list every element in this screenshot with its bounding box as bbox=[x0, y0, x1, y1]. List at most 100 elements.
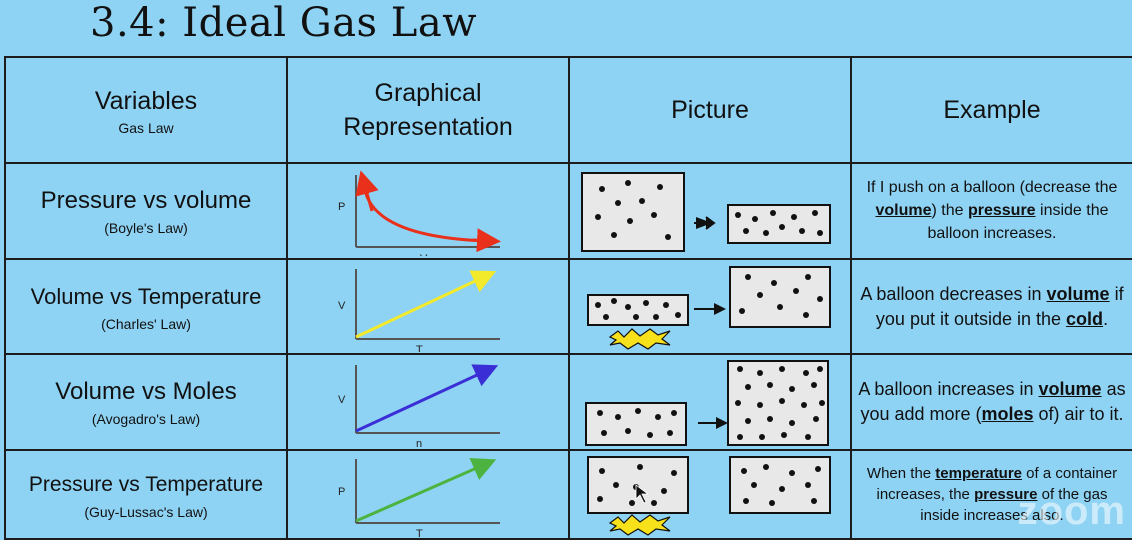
gay-lussac-picture bbox=[587, 455, 831, 536]
table-row-gay-lussac: Pressure vs Temperature (Guy-Lussac's La… bbox=[4, 449, 1132, 540]
variables-cell: Volume vs Moles (Avogadro's Law) bbox=[4, 353, 288, 452]
header-variables-sub: Gas Law bbox=[118, 119, 174, 136]
container-large bbox=[581, 172, 685, 253]
particles-many bbox=[735, 365, 825, 440]
example-text: When the temperature of a container incr… bbox=[853, 463, 1131, 526]
picture-cell bbox=[568, 449, 852, 540]
y-axis-label: V bbox=[338, 394, 346, 406]
example-part: A balloon decreases in bbox=[860, 283, 1047, 304]
example-part: of) air to it. bbox=[1033, 404, 1124, 425]
example-keyword: volume bbox=[1046, 283, 1110, 304]
example-part: If I push on a balloon (decrease the bbox=[866, 179, 1118, 197]
law-name: (Charles' Law) bbox=[101, 315, 191, 332]
example-cell: A balloon increases in volume as you add… bbox=[850, 353, 1132, 452]
avogadro-picture bbox=[585, 359, 829, 446]
law-name: (Boyle's Law) bbox=[104, 219, 188, 236]
example-text: If I push on a balloon (decrease the vol… bbox=[853, 176, 1131, 245]
variables-cell: Pressure vs volume (Boyle's Law) bbox=[4, 161, 288, 260]
x-axis-label: T bbox=[416, 344, 423, 352]
header-picture: Picture bbox=[568, 56, 852, 164]
arrow-head bbox=[716, 416, 728, 429]
avogadro-graph: V n bbox=[338, 364, 500, 448]
particles-few bbox=[597, 407, 677, 438]
particles-after bbox=[741, 463, 821, 506]
table-row-charles: Volume vs Temperature (Charles' Law) V T bbox=[4, 257, 1132, 356]
example-keyword: cold bbox=[1066, 308, 1104, 329]
flame-icon bbox=[608, 513, 671, 536]
container-warm bbox=[729, 266, 831, 329]
example-part: When the bbox=[866, 465, 936, 483]
header-example-label: Example bbox=[943, 95, 1041, 124]
example-text: A balloon decreases in volume if you put… bbox=[853, 282, 1131, 332]
example-part: of a container increases, the bbox=[876, 465, 1118, 504]
header-row: Variables Gas Law Graphical Representati… bbox=[4, 56, 1132, 164]
curve-arrow-right bbox=[472, 228, 501, 253]
gay-lussac-graph: P T bbox=[338, 457, 500, 537]
particles-small bbox=[735, 210, 823, 237]
y-axis-label: P bbox=[338, 486, 345, 498]
example-keyword: pressure bbox=[974, 486, 1038, 504]
header-picture-label: Picture bbox=[671, 95, 749, 124]
zoom-watermark: zoom bbox=[1017, 489, 1126, 533]
particles-warm bbox=[739, 274, 823, 319]
page-title: 3.4: Ideal Gas Law bbox=[90, 0, 477, 46]
variables-cell: Volume vs Temperature (Charles' Law) bbox=[4, 257, 288, 356]
boyle-picture bbox=[581, 172, 831, 253]
header-graphical-line2: Representation bbox=[343, 112, 513, 141]
x-axis-label: T bbox=[416, 528, 423, 537]
picture-cell bbox=[568, 353, 852, 452]
cursor-icon bbox=[635, 483, 650, 504]
law-name: (Avogadro's Law) bbox=[91, 411, 201, 428]
graph-cell: V n bbox=[286, 353, 570, 452]
charles-graph: V T bbox=[338, 269, 500, 352]
trend-line bbox=[355, 457, 497, 522]
example-part: inside the balloon increases. bbox=[927, 202, 1109, 243]
table-row-avogadro: Volume vs Moles (Avogadro's Law) V n bbox=[4, 353, 1132, 452]
container-cold bbox=[587, 294, 689, 327]
example-cell: When the temperature of a container incr… bbox=[850, 449, 1132, 540]
example-part: as you add more ( bbox=[860, 379, 1126, 425]
picture-cell bbox=[568, 257, 852, 356]
variables-label: Pressure vs volume bbox=[40, 186, 252, 214]
example-part: if you put it outside in the bbox=[875, 283, 1124, 329]
header-variables: Variables Gas Law bbox=[4, 56, 288, 164]
boyle-graph: P V bbox=[338, 170, 501, 256]
container-many-moles bbox=[727, 359, 829, 446]
graph-cell: P V bbox=[286, 161, 570, 260]
curve-arrow-up bbox=[355, 170, 379, 212]
x-axis-label: n bbox=[416, 438, 422, 448]
arrow-head bbox=[696, 217, 712, 230]
picture-cell bbox=[568, 161, 852, 260]
example-part: A balloon increases in bbox=[858, 379, 1039, 400]
trend-line bbox=[355, 364, 499, 433]
example-part: of the gas inside increases also. bbox=[920, 486, 1108, 525]
example-keyword: volume bbox=[875, 202, 932, 220]
example-keyword: moles bbox=[981, 404, 1034, 425]
example-cell: If I push on a balloon (decrease the vol… bbox=[850, 161, 1132, 260]
example-part: ) the bbox=[931, 202, 968, 220]
trend-line bbox=[355, 270, 497, 339]
example-keyword: pressure bbox=[967, 202, 1036, 220]
particles-cold bbox=[595, 298, 681, 321]
curve-line bbox=[362, 185, 489, 243]
variables-label: Volume vs Moles bbox=[55, 378, 237, 406]
header-graphical: Graphical Representation bbox=[286, 56, 570, 164]
flame-icon bbox=[608, 328, 671, 350]
example-text: A balloon increases in volume as you add… bbox=[853, 377, 1131, 427]
charles-picture bbox=[587, 266, 831, 350]
header-variables-label: Variables bbox=[94, 86, 198, 115]
container-after bbox=[729, 455, 831, 514]
table-row-boyle: Pressure vs volume (Boyle's Law) P V bbox=[4, 161, 1132, 260]
arrow-head bbox=[714, 303, 726, 316]
variables-cell: Pressure vs Temperature (Guy-Lussac's La… bbox=[4, 449, 288, 540]
example-keyword: volume bbox=[1038, 379, 1102, 400]
header-example: Example bbox=[850, 56, 1132, 164]
y-axis-label: P bbox=[338, 201, 345, 213]
variables-label: Volume vs Temperature bbox=[30, 283, 262, 309]
y-axis-label: V bbox=[338, 300, 346, 312]
x-axis-label: V bbox=[420, 253, 428, 256]
gas-law-table: Variables Gas Law Graphical Representati… bbox=[4, 56, 1132, 540]
variables-label: Pressure vs Temperature bbox=[28, 472, 264, 496]
particles-large bbox=[595, 180, 671, 241]
example-keyword: temperature bbox=[935, 465, 1022, 483]
